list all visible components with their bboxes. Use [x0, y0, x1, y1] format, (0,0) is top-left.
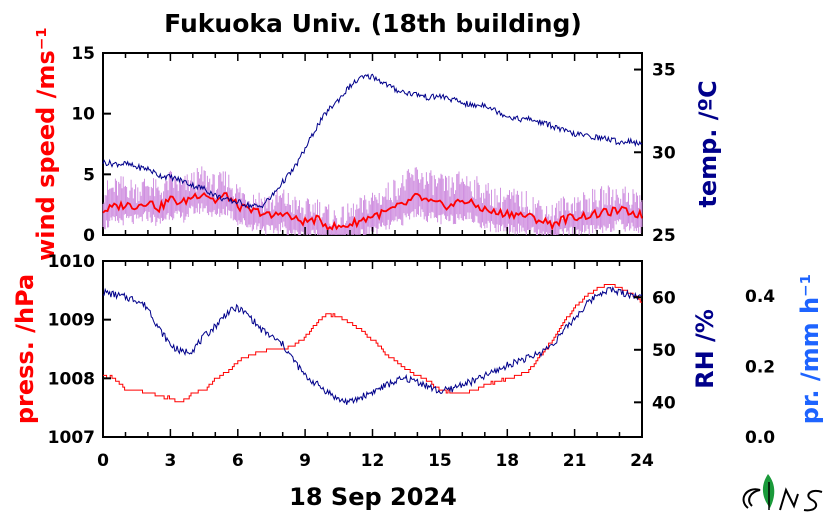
panel-press-rh: 1007 1008 1009 1010 40 50 60 0.0 0.2 0.4 press. /…: [11, 252, 824, 448]
x-tick-label: 21: [563, 451, 587, 471]
press-axis-tick-label: 1007: [48, 428, 95, 448]
panel-press-rh-frame: [102, 260, 643, 438]
wind-axis-tick-label: 5: [83, 165, 95, 185]
temp-axis-tick-label: 30: [652, 143, 676, 163]
rh-axis-tick-label: 40: [652, 393, 676, 413]
x-tick-label: 12: [361, 451, 385, 471]
x-tick-label: 18: [495, 451, 519, 471]
date-label: 18 Sep 2024: [289, 483, 457, 511]
x-tick-label: 9: [299, 451, 311, 471]
precip-axis-tick-label: 0.0: [745, 428, 775, 448]
institution-logo: [742, 474, 823, 512]
series-wind-raw: [102, 166, 643, 235]
x-tick-label: 15: [428, 451, 452, 471]
x-tick-label: 0: [97, 451, 109, 471]
rh-axis-tick-label: 50: [652, 341, 676, 361]
precip-axis-tick-label: 0.2: [745, 358, 775, 378]
series-temperature: [102, 73, 643, 210]
wind-axis-tick-label: 0: [83, 226, 95, 246]
press-axis-tick-label: 1009: [48, 311, 95, 331]
chart-title: Fukuoka Univ. (18th building): [164, 9, 582, 38]
series-humidity: [102, 285, 643, 405]
axis-label-wind-speed: wind speed /ms⁻¹: [32, 27, 60, 261]
x-tick-label: 24: [630, 451, 654, 471]
series-wind-mean: [102, 191, 643, 231]
axis-label-precipitation: pr. /mm h⁻¹: [796, 274, 824, 424]
axis-label-pressure: press. /hPa: [11, 274, 39, 424]
rh-axis-tick-label: 60: [652, 288, 676, 308]
series-pressure: [103, 284, 642, 403]
wind-axis-tick-label: 15: [71, 44, 95, 64]
axis-label-temperature: temp. /ºC: [694, 80, 722, 207]
temp-axis-tick-label: 35: [652, 61, 676, 81]
precip-axis-tick-label: 0.4: [745, 287, 775, 307]
temp-axis-tick-label: 25: [652, 226, 676, 246]
x-tick-label: 3: [164, 451, 176, 471]
x-tick-label: 6: [232, 451, 244, 471]
panel-wind-temp: 0 5 10 15 25 30 35 wind speed /ms⁻¹ temp. /ºC: [32, 27, 722, 261]
wind-axis-tick-label: 10: [71, 105, 95, 125]
press-axis-tick-label: 1008: [48, 369, 95, 389]
axis-label-humidity: RH /%: [691, 309, 719, 389]
press-axis-tick-label: 1010: [48, 252, 95, 272]
